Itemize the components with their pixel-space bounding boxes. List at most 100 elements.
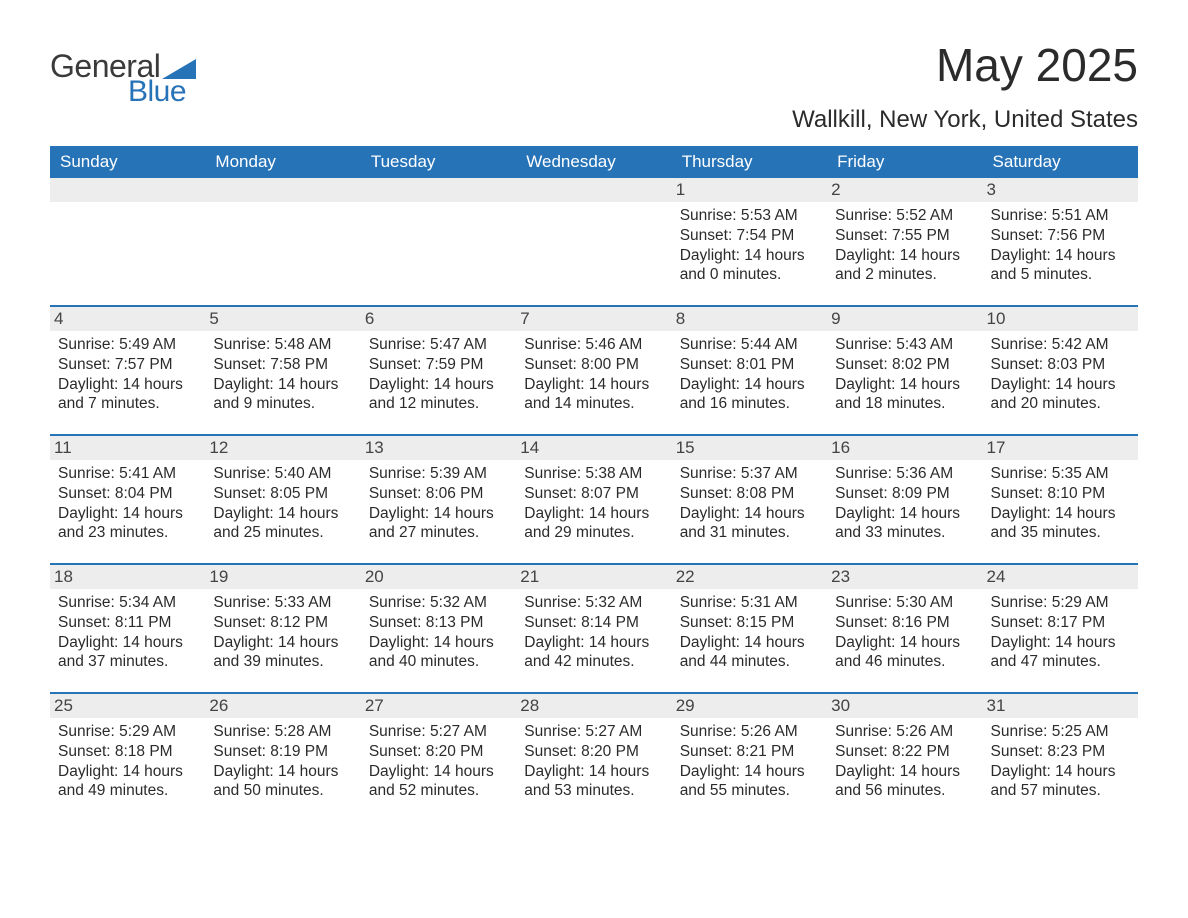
day-cell: 20 Sunrise: 5:32 AMSunset: 8:13 PMDayligh… [361, 565, 516, 693]
day-details: Sunrise: 5:44 AMSunset: 8:01 PMDaylight:… [680, 335, 819, 414]
day-cell: 16 Sunrise: 5:36 AMSunset: 8:09 PMDayligh… [827, 436, 982, 564]
day-cell: 15Sunrise: 5:37 AMSunset: 8:08 PMDayligh… [672, 436, 827, 564]
week-row: 4Sunrise: 5:49 AMSunset: 7:57 PMDaylight… [50, 307, 1138, 435]
day-number: 23 [827, 565, 982, 589]
day-number: 27 [361, 694, 516, 718]
day-number: 5 [205, 307, 360, 331]
day-cell [516, 178, 671, 306]
week-row: 1 Sunrise: 5:53 AMSunset: 7:54 PMDaylight… [50, 178, 1138, 306]
day-details: Sunrise: 5:53 AMSunset: 7:54 PMDaylight:… [680, 206, 819, 285]
day-cell: 17Sunrise: 5:35 AMSunset: 8:10 PMDayligh… [983, 436, 1138, 564]
day-cell: 3 Sunrise: 5:51 AMSunset: 7:56 PMDaylight… [983, 178, 1138, 306]
calendar-body: 1 Sunrise: 5:53 AMSunset: 7:54 PMDaylight… [50, 178, 1138, 822]
day-cell: 24 Sunrise: 5:29 AMSunset: 8:17 PMDayligh… [983, 565, 1138, 693]
day-number: 22 [672, 565, 827, 589]
day-number: 18 [50, 565, 205, 589]
week-row: 18Sunrise: 5:34 AMSunset: 8:11 PMDayligh… [50, 565, 1138, 693]
day-details: Sunrise: 5:31 AMSunset: 8:15 PMDaylight:… [680, 593, 819, 672]
day-number: 26 [205, 694, 360, 718]
day-number: 25 [50, 694, 205, 718]
day-number: 31 [983, 694, 1138, 718]
day-details: Sunrise: 5:32 AMSunset: 8:13 PMDaylight:… [369, 593, 508, 672]
day-cell: 25 Sunrise: 5:29 AMSunset: 8:18 PMDayligh… [50, 694, 205, 822]
calendar-page: General Blue May 2025 Wallkill, New York… [0, 0, 1188, 862]
day-number: 16 [827, 436, 982, 460]
day-cell: 31 Sunrise: 5:25 AMSunset: 8:23 PMDayligh… [983, 694, 1138, 822]
day-cell: 23 Sunrise: 5:30 AMSunset: 8:16 PMDayligh… [827, 565, 982, 693]
day-cell: 19 Sunrise: 5:33 AMSunset: 8:12 PMDayligh… [205, 565, 360, 693]
day-details: Sunrise: 5:48 AMSunset: 7:58 PMDaylight:… [213, 335, 352, 414]
day-details: Sunrise: 5:51 AMSunset: 7:56 PMDaylight:… [991, 206, 1130, 285]
day-cell: 6 Sunrise: 5:47 AMSunset: 7:59 PMDaylight… [361, 307, 516, 435]
day-number: 28 [516, 694, 671, 718]
day-cell: 18Sunrise: 5:34 AMSunset: 8:11 PMDayligh… [50, 565, 205, 693]
day-details: Sunrise: 5:37 AMSunset: 8:08 PMDaylight:… [680, 464, 819, 543]
day-details: Sunrise: 5:46 AMSunset: 8:00 PMDaylight:… [524, 335, 663, 414]
location-text: Wallkill, New York, United States [792, 106, 1138, 134]
day-details: Sunrise: 5:40 AMSunset: 8:05 PMDaylight:… [213, 464, 352, 543]
day-cell: 10Sunrise: 5:42 AMSunset: 8:03 PMDayligh… [983, 307, 1138, 435]
day-details: Sunrise: 5:43 AMSunset: 8:02 PMDaylight:… [835, 335, 974, 414]
week-row: 11 Sunrise: 5:41 AMSunset: 8:04 PMDayligh… [50, 436, 1138, 564]
day-number: 11 [50, 436, 205, 460]
day-cell: 26 Sunrise: 5:28 AMSunset: 8:19 PMDayligh… [205, 694, 360, 822]
day-details: Sunrise: 5:52 AMSunset: 7:55 PMDaylight:… [835, 206, 974, 285]
day-number [50, 178, 205, 202]
day-cell: 2 Sunrise: 5:52 AMSunset: 7:55 PMDaylight… [827, 178, 982, 306]
day-number: 3 [983, 178, 1138, 202]
day-cell: 8 Sunrise: 5:44 AMSunset: 8:01 PMDaylight… [672, 307, 827, 435]
day-details: Sunrise: 5:28 AMSunset: 8:19 PMDaylight:… [213, 722, 352, 801]
week-row: 25 Sunrise: 5:29 AMSunset: 8:18 PMDayligh… [50, 694, 1138, 822]
day-cell: 27 Sunrise: 5:27 AMSunset: 8:20 PMDayligh… [361, 694, 516, 822]
day-cell [205, 178, 360, 306]
day-number [516, 178, 671, 202]
day-number: 1 [672, 178, 827, 202]
day-header: Monday [205, 146, 360, 178]
day-details: Sunrise: 5:29 AMSunset: 8:17 PMDaylight:… [991, 593, 1130, 672]
day-number: 12 [205, 436, 360, 460]
day-number: 8 [672, 307, 827, 331]
day-cell: 11 Sunrise: 5:41 AMSunset: 8:04 PMDayligh… [50, 436, 205, 564]
calendar-thead: SundayMondayTuesdayWednesdayThursdayFrid… [50, 146, 1138, 178]
day-cell: 5 Sunrise: 5:48 AMSunset: 7:58 PMDaylight… [205, 307, 360, 435]
day-number: 2 [827, 178, 982, 202]
day-cell: 7Sunrise: 5:46 AMSunset: 8:00 PMDaylight… [516, 307, 671, 435]
day-number: 19 [205, 565, 360, 589]
month-title: May 2025 [792, 38, 1138, 92]
day-details: Sunrise: 5:27 AMSunset: 8:20 PMDaylight:… [524, 722, 663, 801]
day-cell: 14Sunrise: 5:38 AMSunset: 8:07 PMDayligh… [516, 436, 671, 564]
day-details: Sunrise: 5:26 AMSunset: 8:21 PMDaylight:… [680, 722, 819, 801]
logo: General Blue [50, 48, 196, 109]
day-details: Sunrise: 5:30 AMSunset: 8:16 PMDaylight:… [835, 593, 974, 672]
day-number [361, 178, 516, 202]
day-details: Sunrise: 5:41 AMSunset: 8:04 PMDaylight:… [58, 464, 197, 543]
day-header: Tuesday [361, 146, 516, 178]
day-details: Sunrise: 5:35 AMSunset: 8:10 PMDaylight:… [991, 464, 1130, 543]
day-number: 6 [361, 307, 516, 331]
day-number: 21 [516, 565, 671, 589]
day-cell: 28 Sunrise: 5:27 AMSunset: 8:20 PMDayligh… [516, 694, 671, 822]
day-header-row: SundayMondayTuesdayWednesdayThursdayFrid… [50, 146, 1138, 178]
day-number: 20 [361, 565, 516, 589]
day-number [205, 178, 360, 202]
day-header: Sunday [50, 146, 205, 178]
day-details: Sunrise: 5:36 AMSunset: 8:09 PMDaylight:… [835, 464, 974, 543]
day-cell: 1 Sunrise: 5:53 AMSunset: 7:54 PMDaylight… [672, 178, 827, 306]
day-details: Sunrise: 5:27 AMSunset: 8:20 PMDaylight:… [369, 722, 508, 801]
day-details: Sunrise: 5:33 AMSunset: 8:12 PMDaylight:… [213, 593, 352, 672]
day-cell: 29Sunrise: 5:26 AMSunset: 8:21 PMDayligh… [672, 694, 827, 822]
day-details: Sunrise: 5:25 AMSunset: 8:23 PMDaylight:… [991, 722, 1130, 801]
logo-text-blue: Blue [128, 75, 186, 109]
day-details: Sunrise: 5:49 AMSunset: 7:57 PMDaylight:… [58, 335, 197, 414]
day-cell [361, 178, 516, 306]
day-details: Sunrise: 5:39 AMSunset: 8:06 PMDaylight:… [369, 464, 508, 543]
day-cell: 13Sunrise: 5:39 AMSunset: 8:06 PMDayligh… [361, 436, 516, 564]
day-details: Sunrise: 5:29 AMSunset: 8:18 PMDaylight:… [58, 722, 197, 801]
day-cell: 22 Sunrise: 5:31 AMSunset: 8:15 PMDayligh… [672, 565, 827, 693]
day-details: Sunrise: 5:47 AMSunset: 7:59 PMDaylight:… [369, 335, 508, 414]
day-cell: 9 Sunrise: 5:43 AMSunset: 8:02 PMDaylight… [827, 307, 982, 435]
day-number: 24 [983, 565, 1138, 589]
day-number: 9 [827, 307, 982, 331]
header: General Blue May 2025 Wallkill, New York… [50, 38, 1138, 134]
day-header: Friday [827, 146, 982, 178]
